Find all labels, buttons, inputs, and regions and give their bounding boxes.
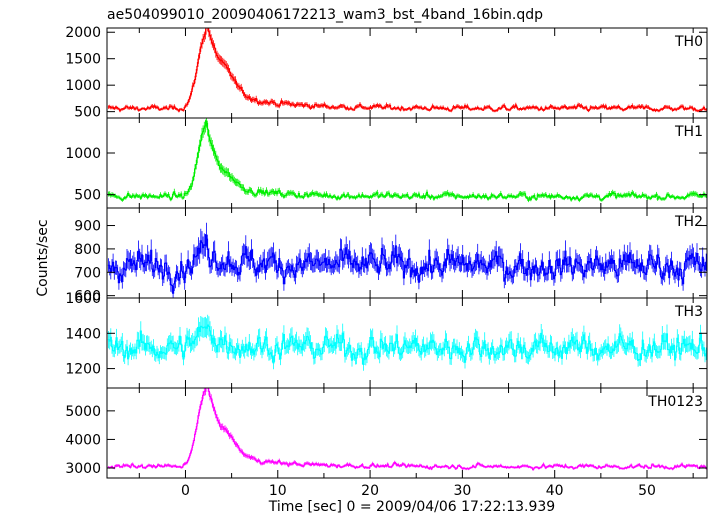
y-tick-label: 4000 xyxy=(65,432,101,448)
x-axis-label: Time [sec] 0 = 2009/04/06 17:22:13.939 xyxy=(268,499,555,515)
line-th1 xyxy=(107,120,707,201)
error-bars-th2 xyxy=(108,222,707,298)
x-tick-label: 20 xyxy=(361,483,379,499)
y-tick-label: 800 xyxy=(74,242,101,258)
panel-th3: 1200 1400 1600 TH3 xyxy=(65,291,708,389)
panel-th2: 600 700 800 900 TH2 xyxy=(74,207,708,305)
series-th1 xyxy=(107,118,707,203)
panel-th1: 500 1000 TH1 xyxy=(65,117,708,209)
x-tick-label: 30 xyxy=(453,483,471,499)
panel-frame xyxy=(106,387,708,479)
panel-label: TH2 xyxy=(674,214,703,230)
series-th3 xyxy=(107,314,707,371)
x-tick-label: 0 xyxy=(181,483,190,499)
y-tick-label: 1600 xyxy=(65,291,101,307)
y-tick-label: 2000 xyxy=(65,25,101,41)
line-th3 xyxy=(107,324,707,365)
y-tick-label: 1500 xyxy=(65,52,101,68)
y-axis-label: Counts/sec xyxy=(35,219,51,296)
line-th0 xyxy=(107,28,707,112)
panel-label: TH0 xyxy=(674,34,703,50)
chart-title: ae504099010_20090406172213_wam3_bst_4ban… xyxy=(107,7,543,23)
line-th0123 xyxy=(107,388,707,471)
series-th0 xyxy=(107,28,707,113)
x-tick-label: 10 xyxy=(269,483,287,499)
x-tick-label: 50 xyxy=(638,483,656,499)
y-tick-label: 500 xyxy=(74,105,101,121)
panel-label: TH3 xyxy=(674,304,703,320)
y-tick-label: 5000 xyxy=(65,404,101,420)
y-tick-label: 700 xyxy=(74,265,101,281)
x-tick-label: 40 xyxy=(546,483,564,499)
y-tick-label: 500 xyxy=(74,188,101,204)
series-th2 xyxy=(107,222,707,298)
y-tick-label: 1400 xyxy=(65,326,101,342)
panel-label: TH0123 xyxy=(647,394,703,410)
y-tick-label: 3000 xyxy=(65,461,101,477)
panel-th0123: 3000 4000 5000 TH0123 xyxy=(65,387,708,479)
panel-th0: 500 1000 1500 2000 TH0 xyxy=(65,25,708,121)
y-tick-label: 1200 xyxy=(65,362,101,378)
y-tick-label: 900 xyxy=(74,219,101,235)
line-th2 xyxy=(107,234,707,294)
y-tick-label: 1000 xyxy=(65,78,101,94)
y-tick-label: 600 xyxy=(74,289,101,305)
panel-label: TH1 xyxy=(674,124,703,140)
series-th0123 xyxy=(107,388,707,471)
panels: 500100015002000TH05001000TH1600700800900… xyxy=(65,25,708,499)
y-tick-label: 1000 xyxy=(65,146,101,162)
error-bars-th3 xyxy=(108,314,707,371)
